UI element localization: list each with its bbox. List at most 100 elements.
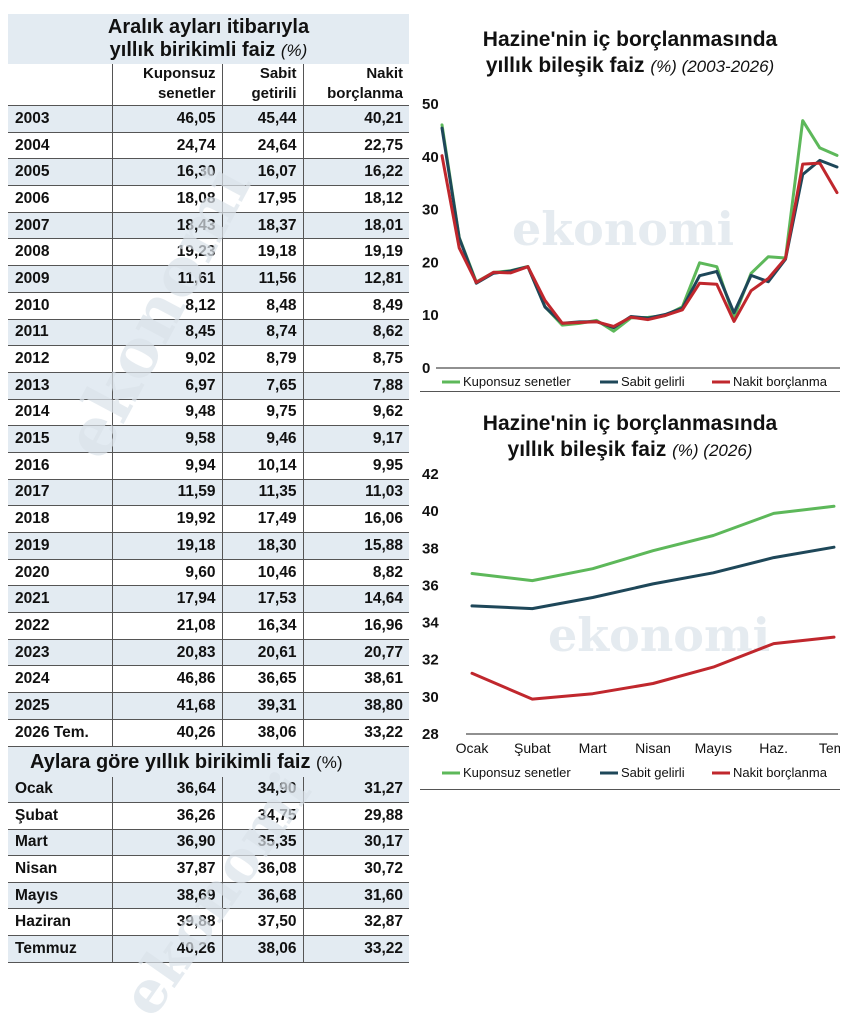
nakit-value: 8,75 <box>303 346 409 373</box>
kuponsuz-value: 18,08 <box>112 186 222 213</box>
row-label: 2015 <box>8 426 112 453</box>
sabit-value: 11,35 <box>222 479 303 506</box>
y-tick-label: 30 <box>422 202 439 219</box>
nakit-value: 19,19 <box>303 239 409 266</box>
row-label: Mayıs <box>8 882 112 909</box>
nakit-value: 33,22 <box>303 936 409 963</box>
sabit-value: 9,75 <box>222 399 303 426</box>
nakit-value: 22,75 <box>303 132 409 159</box>
legend-label: Nakit borçlanma <box>733 374 828 389</box>
sabit-value: 17,49 <box>222 506 303 533</box>
x-tick-label: Ocak <box>456 740 490 756</box>
chart1-title-line2: yıllık bileşik faiz <box>486 54 645 77</box>
kuponsuz-value: 20,83 <box>112 639 222 666</box>
x-tick-label: Şubat <box>514 740 551 756</box>
legend-label: Sabit gelirli <box>621 765 685 780</box>
sabit-value: 16,34 <box>222 613 303 640</box>
row-label: Nisan <box>8 856 112 883</box>
sabit-value: 8,48 <box>222 292 303 319</box>
header-year <box>8 64 112 106</box>
kuponsuz-value: 18,43 <box>112 212 222 239</box>
table1-title-line2: yıllık birikimli faiz <box>110 39 276 61</box>
row-label: Ocak <box>8 777 112 803</box>
sabit-value: 36,68 <box>222 882 303 909</box>
row-label: 2005 <box>8 159 112 186</box>
chart-2003-2026: Hazine'nin iç borçlanmasında yıllık bile… <box>420 14 840 392</box>
row-label: 2010 <box>8 292 112 319</box>
kuponsuz-value: 9,94 <box>112 452 222 479</box>
kuponsuz-value: 36,26 <box>112 803 222 830</box>
kuponsuz-value: 36,90 <box>112 829 222 856</box>
series-line-2 <box>472 637 834 699</box>
sabit-value: 34,75 <box>222 803 303 830</box>
y-tick-label: 30 <box>422 689 439 706</box>
sabit-value: 36,08 <box>222 856 303 883</box>
sabit-value: 8,74 <box>222 319 303 346</box>
sabit-value: 9,46 <box>222 426 303 453</box>
nakit-value: 16,96 <box>303 613 409 640</box>
nakit-value: 38,61 <box>303 666 409 693</box>
row-label: 2009 <box>8 266 112 293</box>
table2-title-text: Aylara göre yıllık birikimli faiz <box>30 751 310 773</box>
y-tick-label: 42 <box>422 466 439 483</box>
sabit-value: 19,18 <box>222 239 303 266</box>
series-line-1 <box>442 128 837 328</box>
row-label: 2022 <box>8 613 112 640</box>
sabit-value: 34,90 <box>222 777 303 803</box>
row-label: 2008 <box>8 239 112 266</box>
sabit-value: 39,31 <box>222 693 303 720</box>
nakit-value: 18,12 <box>303 186 409 213</box>
row-label: 2007 <box>8 212 112 239</box>
y-tick-label: 0 <box>422 360 430 377</box>
x-tick-label: Mayıs <box>695 740 732 756</box>
chart1-title: Hazine'nin iç borçlanmasında yıllık bile… <box>420 27 840 80</box>
sabit-value: 45,44 <box>222 106 303 133</box>
row-label: Haziran <box>8 909 112 936</box>
nakit-value: 30,17 <box>303 829 409 856</box>
nakit-value: 7,88 <box>303 372 409 399</box>
nakit-value: 40,21 <box>303 106 409 133</box>
kuponsuz-value: 11,59 <box>112 479 222 506</box>
row-label: Mart <box>8 829 112 856</box>
chart2-title: Hazine'nin iç borçlanmasında yıllık bile… <box>420 411 840 464</box>
nakit-value: 15,88 <box>303 533 409 560</box>
nakit-value: 31,27 <box>303 777 409 803</box>
kuponsuz-value: 9,58 <box>112 426 222 453</box>
kuponsuz-value: 21,08 <box>112 613 222 640</box>
y-tick-label: 34 <box>422 615 439 632</box>
nakit-value: 20,77 <box>303 639 409 666</box>
nakit-value: 8,82 <box>303 559 409 586</box>
y-tick-label: 50 <box>422 96 439 113</box>
nakit-value: 32,87 <box>303 909 409 936</box>
kuponsuz-value: 40,26 <box>112 719 222 746</box>
y-tick-label: 40 <box>422 149 439 166</box>
x-tick-label: Nisan <box>635 740 671 756</box>
nakit-value: 16,06 <box>303 506 409 533</box>
nakit-value: 18,01 <box>303 212 409 239</box>
nakit-value: 12,81 <box>303 266 409 293</box>
row-label: 2018 <box>8 506 112 533</box>
series-line-1 <box>472 547 834 608</box>
